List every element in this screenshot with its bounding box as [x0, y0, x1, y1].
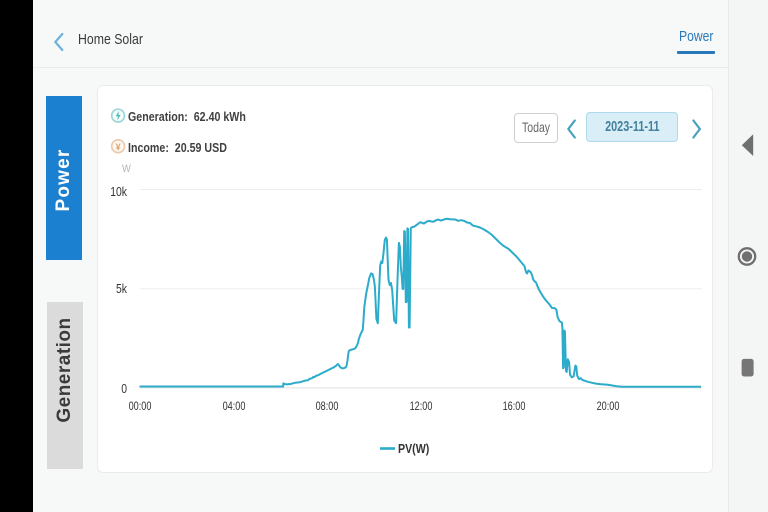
svg-text:¥: ¥ [115, 142, 121, 153]
